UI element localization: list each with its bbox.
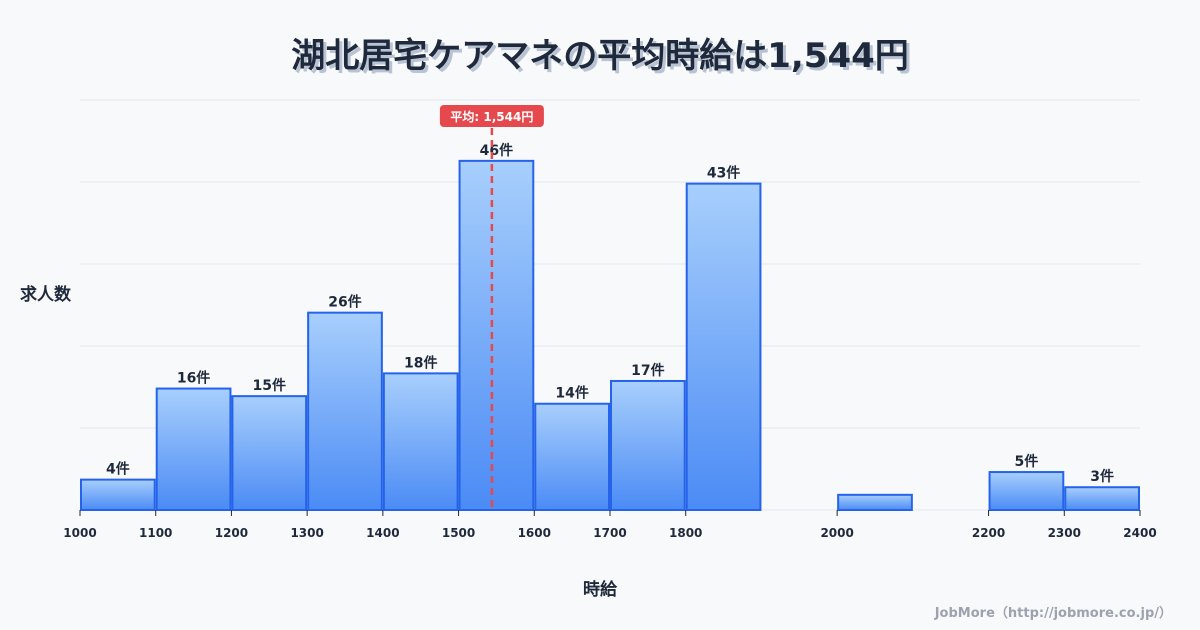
x-tick-label: 1100	[139, 526, 172, 540]
x-tick-label: 1200	[215, 526, 248, 540]
bar-value-label: 18件	[404, 354, 437, 371]
bar-value-label: 26件	[328, 294, 361, 311]
x-tick-label: 1700	[593, 526, 626, 540]
bar-value-label: 4件	[106, 461, 130, 478]
y-axis-label: 求人数	[20, 285, 71, 305]
histogram-bar	[534, 402, 610, 511]
x-tick-label: 1600	[518, 526, 551, 540]
histogram-bar	[231, 395, 308, 511]
bars: 4件 16件 15件 26件 18件 46件 14件 17件 43件 5件 3件	[80, 142, 1141, 512]
histogram-bar	[988, 471, 1065, 511]
footer-credit: JobMore（http://jobmore.co.jp/）	[934, 606, 1172, 621]
histogram-bar	[610, 379, 686, 511]
x-tick-label: 2200	[972, 526, 1005, 540]
histogram-bar	[458, 159, 535, 512]
histogram-bar	[80, 478, 156, 512]
bar-value-label: 15件	[253, 377, 286, 394]
histogram-bar	[307, 311, 383, 511]
mean-label: 平均: 1,544円	[450, 109, 533, 124]
bar-value-label: 3件	[1090, 468, 1114, 485]
chart-title: 湖北居宅ケアマネの平均時給は1,544円	[291, 36, 909, 76]
bar-value-label: 43件	[707, 165, 740, 182]
bar-value-label: 14件	[555, 385, 588, 402]
x-tick-label: 2300	[1048, 526, 1081, 540]
histogram-bar	[837, 493, 913, 512]
mean-line: 平均: 1,544円	[439, 105, 544, 510]
mean-badge	[439, 105, 544, 127]
x-tick-label: 1000	[63, 526, 96, 540]
histogram-bar	[1064, 486, 1141, 512]
histogram-bar	[685, 182, 762, 511]
x-tick-label: 2000	[820, 526, 853, 540]
bar-value-label: 5件	[1015, 453, 1039, 470]
histogram-bar	[382, 372, 459, 511]
x-tick-label: 1800	[669, 526, 702, 540]
x-tick-label: 1500	[442, 526, 475, 540]
bar-value-label: 16件	[177, 370, 210, 387]
x-tick-label: 1300	[290, 526, 323, 540]
x-tick-label: 1400	[366, 526, 399, 540]
histogram-bar	[155, 387, 232, 511]
x-tick-label: 2400	[1123, 526, 1156, 540]
bar-value-label: 46件	[480, 142, 513, 159]
x-axis-label: 時給	[583, 580, 617, 600]
x-axis-ticks: 1000 1100 1200 1300 1400 1500 1600 1700 1800 2000…	[63, 510, 1157, 540]
bar-value-label: 17件	[631, 362, 664, 379]
